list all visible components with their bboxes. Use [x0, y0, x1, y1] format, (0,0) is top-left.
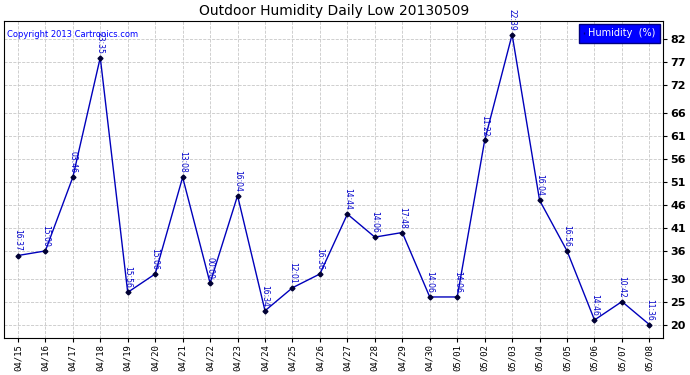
Text: 16:36: 16:36 — [315, 248, 324, 270]
Title: Outdoor Humidity Daily Low 20130509: Outdoor Humidity Daily Low 20130509 — [199, 4, 469, 18]
Text: 16:37: 16:37 — [13, 230, 22, 251]
Text: 22:39: 22:39 — [508, 9, 517, 30]
Text: 14:06: 14:06 — [453, 271, 462, 293]
Text: 11:22: 11:22 — [480, 115, 489, 136]
Text: 16:56: 16:56 — [562, 225, 571, 247]
Text: 14:44: 14:44 — [343, 188, 352, 210]
Text: 00:00: 00:00 — [206, 257, 215, 279]
Text: 14:06: 14:06 — [425, 271, 434, 293]
Text: Copyright 2013 Cartronics.com: Copyright 2013 Cartronics.com — [8, 30, 139, 39]
Text: 11:36: 11:36 — [645, 298, 654, 320]
Text: 13:08: 13:08 — [178, 152, 187, 173]
Text: 16:34: 16:34 — [261, 285, 270, 307]
Text: 10:42: 10:42 — [618, 276, 627, 297]
Text: 12:01: 12:01 — [288, 262, 297, 284]
Text: 23:35: 23:35 — [96, 32, 105, 53]
Text: 03:46: 03:46 — [68, 151, 77, 173]
Legend: Humidity  (%): Humidity (%) — [579, 24, 660, 44]
Text: 15:56: 15:56 — [124, 266, 132, 288]
Text: 14:06: 14:06 — [371, 211, 380, 233]
Text: 15:06: 15:06 — [150, 248, 159, 270]
Text: 15:00: 15:00 — [41, 225, 50, 247]
Text: 17:48: 17:48 — [398, 207, 407, 228]
Text: 14:46: 14:46 — [590, 294, 599, 316]
Text: 16:04: 16:04 — [233, 170, 242, 192]
Text: 16:04: 16:04 — [535, 174, 544, 196]
